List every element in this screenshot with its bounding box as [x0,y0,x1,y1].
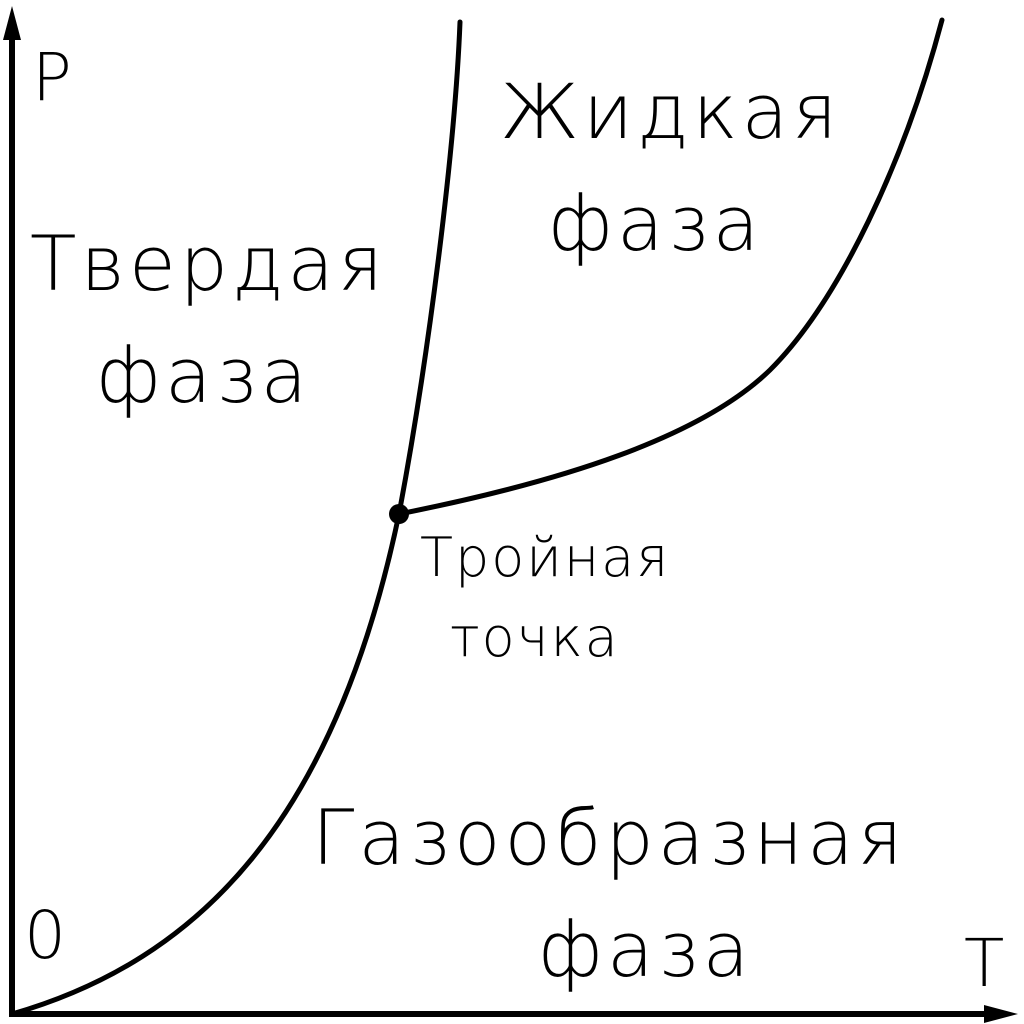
solid-phase-label-line2: фаза [96,331,311,420]
gas-phase-label-line1: Газообразная [312,793,907,882]
x-axis-arrowhead [984,1005,1018,1023]
triple-point-label-line2: точка [450,606,620,669]
sublimation-curve [9,511,402,1017]
melting-curve [396,19,463,517]
liquid-phase-label-line2: фаза [548,179,763,268]
y-axis-arrowhead [3,6,21,40]
liquid-phase-label-line1: Жидкая [500,67,841,156]
vaporization-curve [396,17,945,517]
solid-phase-label-line1: Твердая [30,219,387,308]
x-axis-label: T [964,925,1004,1002]
origin-label: 0 [24,897,66,974]
y-axis-label: P [32,39,72,116]
gas-phase-label-line2: фаза [538,905,753,994]
triple-point-marker [389,504,409,524]
triple-point-label-line1: Тройная [420,526,670,589]
